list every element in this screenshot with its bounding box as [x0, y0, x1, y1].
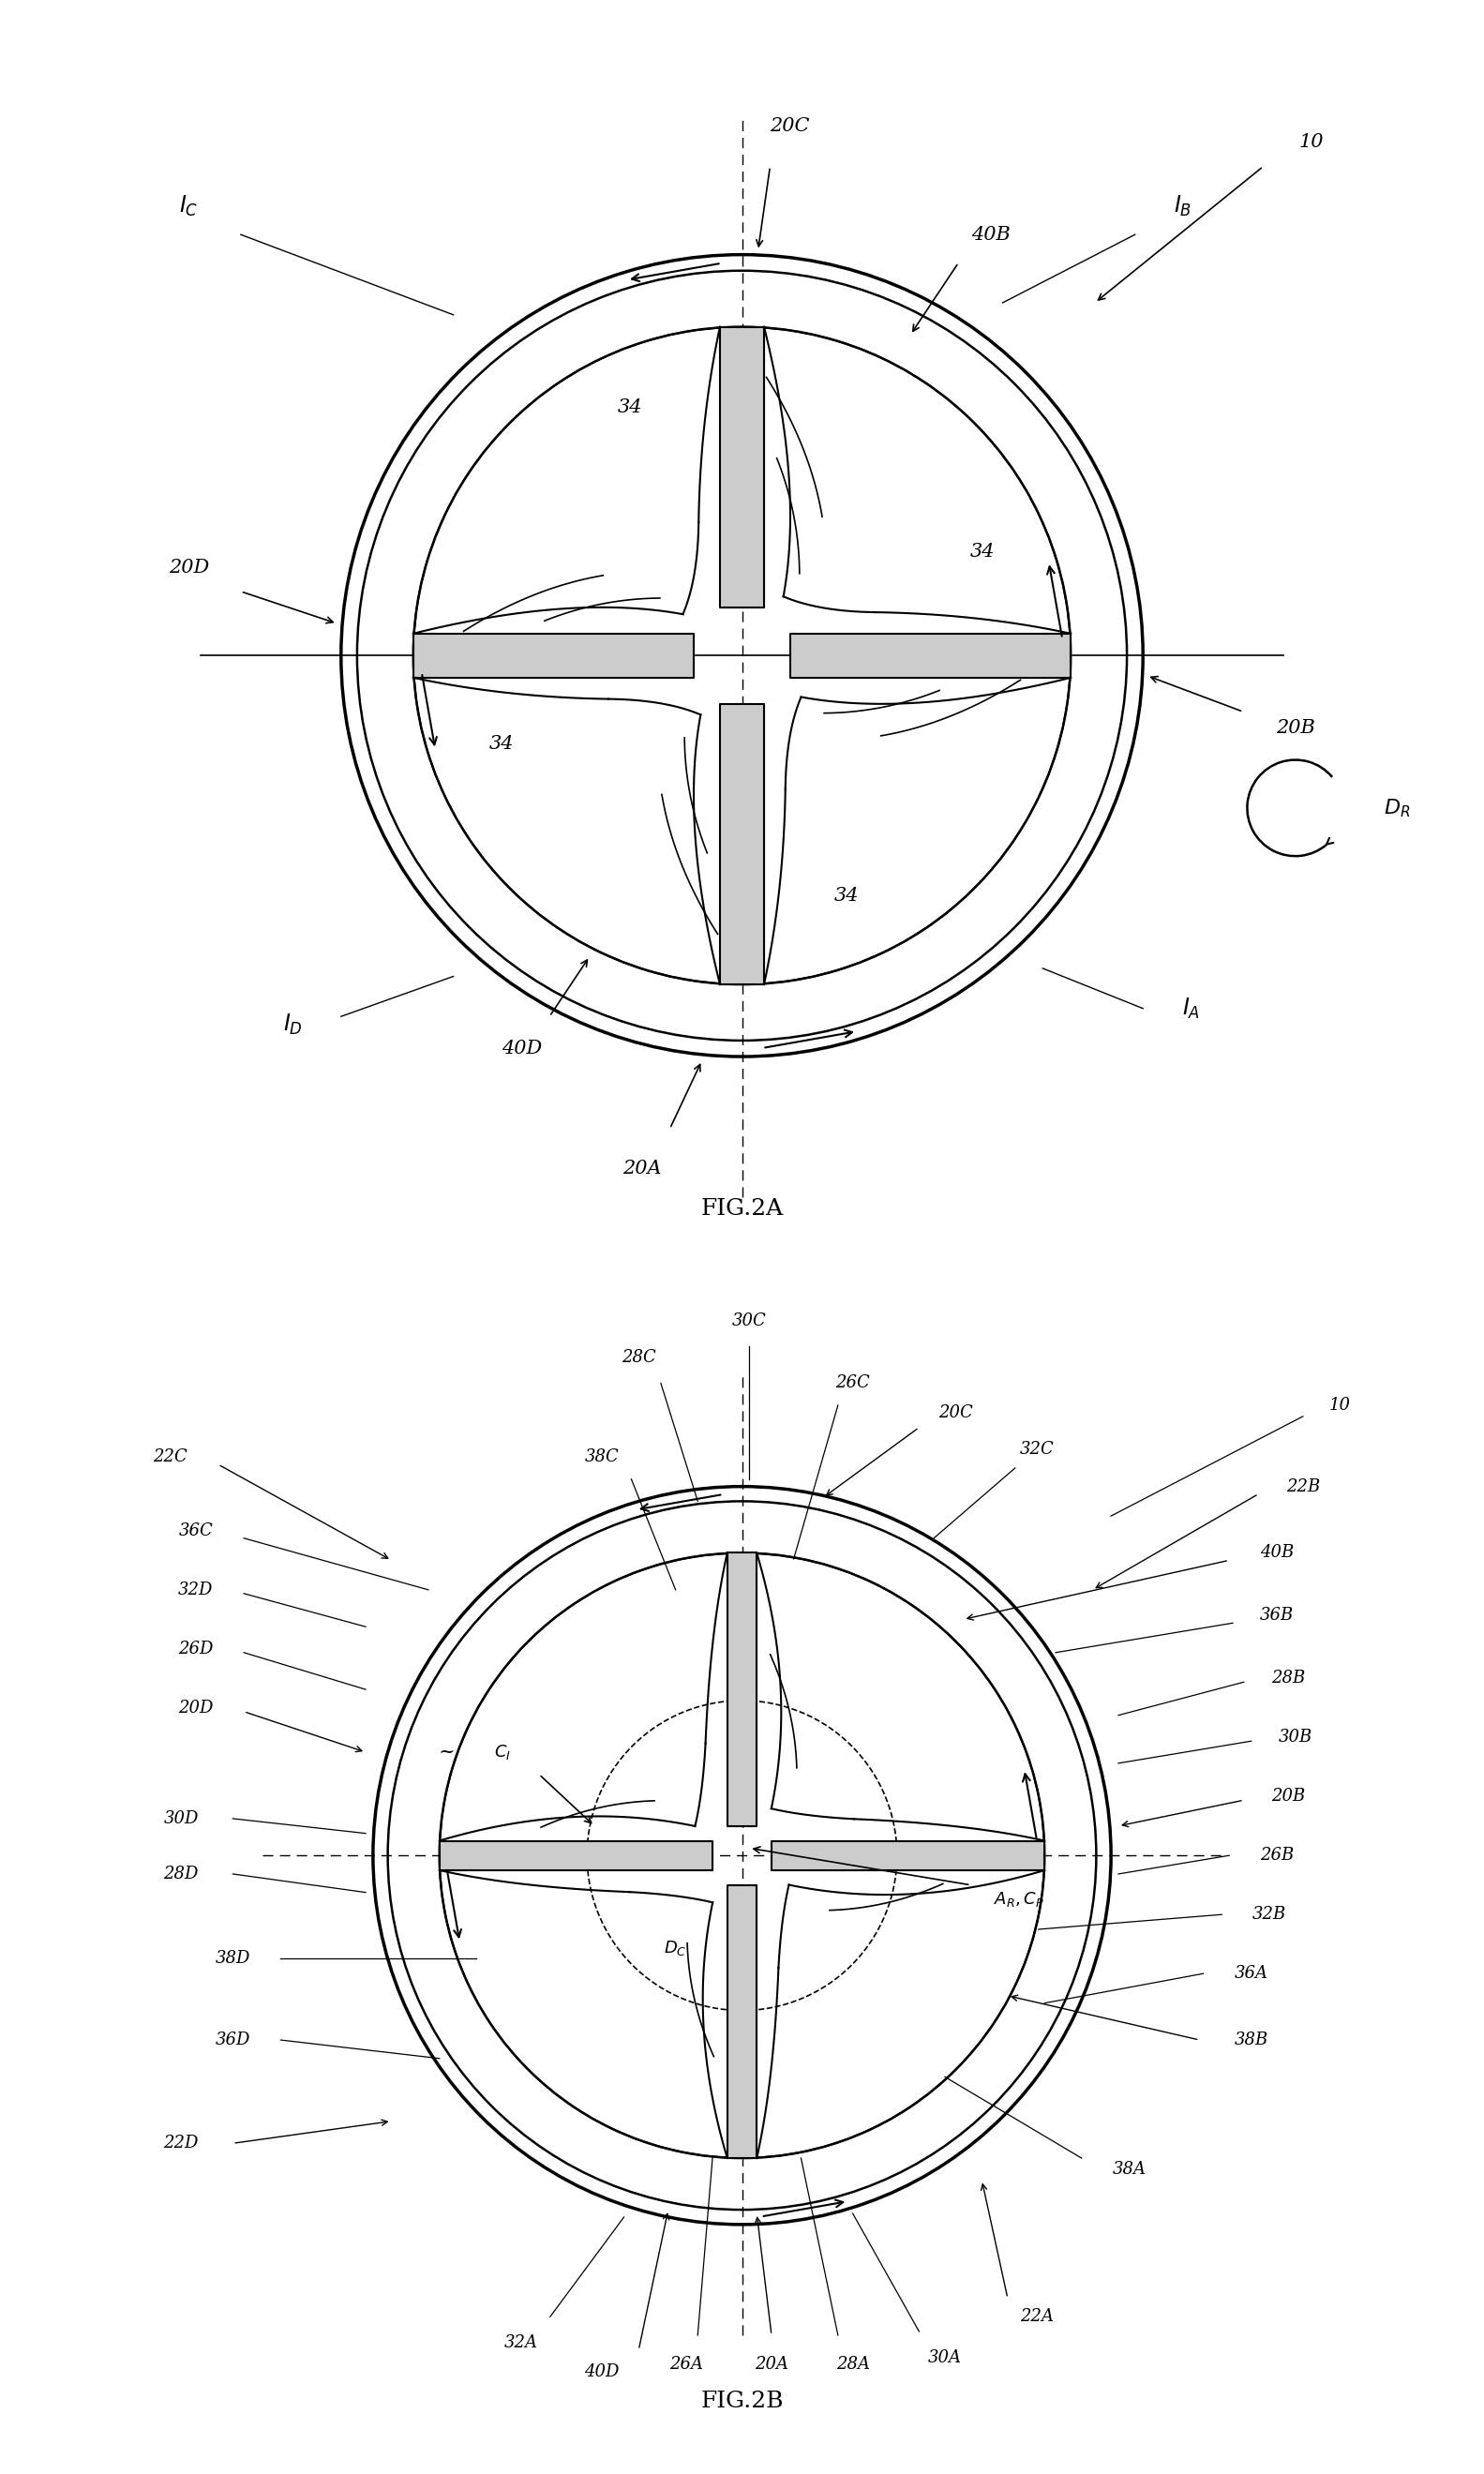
Polygon shape [439, 1841, 712, 1870]
Text: 40B: 40B [971, 225, 1011, 242]
Text: 40D: 40D [585, 2363, 619, 2380]
Text: 36D: 36D [215, 2031, 251, 2048]
Text: 22A: 22A [1021, 2308, 1054, 2326]
Text: 30C: 30C [732, 1311, 767, 1329]
Text: 26B: 26B [1260, 1848, 1294, 1863]
Polygon shape [720, 327, 764, 609]
Text: $I_C$: $I_C$ [180, 195, 199, 218]
Text: 20D: 20D [168, 559, 209, 576]
Text: 40B: 40B [1260, 1544, 1294, 1561]
Text: 22C: 22C [153, 1450, 187, 1465]
Text: 38B: 38B [1235, 2031, 1269, 2048]
Text: $I_D$: $I_D$ [283, 1012, 303, 1037]
Text: 32A: 32A [503, 2333, 537, 2350]
Text: 32D: 32D [178, 1581, 214, 1598]
Text: 28C: 28C [622, 1348, 656, 1366]
Polygon shape [727, 1554, 757, 1826]
Text: 30B: 30B [1279, 1729, 1312, 1747]
Text: ~: ~ [439, 1744, 456, 1761]
Text: 10: 10 [1330, 1398, 1350, 1413]
Text: FIG.2A: FIG.2A [700, 1197, 784, 1220]
Text: 36B: 36B [1260, 1608, 1294, 1623]
Text: 32C: 32C [1020, 1442, 1055, 1457]
Text: FIG.2B: FIG.2B [700, 2390, 784, 2412]
Text: 28A: 28A [835, 2355, 870, 2373]
Text: 40D: 40D [502, 1039, 542, 1056]
Text: 20B: 20B [1276, 720, 1315, 737]
Text: 30D: 30D [163, 1811, 199, 1826]
Text: 30A: 30A [928, 2348, 962, 2365]
Text: 34: 34 [617, 398, 643, 416]
Text: 20A: 20A [622, 1160, 662, 1178]
Text: 20D: 20D [178, 1700, 214, 1717]
Text: 20C: 20C [770, 116, 810, 136]
Text: 38A: 38A [1113, 2160, 1146, 2177]
Polygon shape [789, 633, 1071, 678]
Text: 26A: 26A [669, 2355, 703, 2373]
Text: 26C: 26C [835, 1376, 870, 1390]
Text: 28D: 28D [163, 1865, 199, 1883]
Text: 10: 10 [1298, 134, 1324, 151]
Text: 26D: 26D [178, 1640, 214, 1658]
Text: $D_C$: $D_C$ [663, 1937, 687, 1957]
Polygon shape [727, 1885, 757, 2157]
Text: 22D: 22D [163, 2135, 199, 2152]
Text: $D_R$: $D_R$ [1383, 797, 1410, 819]
Text: 34: 34 [971, 542, 994, 559]
Text: 34: 34 [490, 735, 513, 752]
Text: 20B: 20B [1272, 1789, 1304, 1806]
Text: 20A: 20A [755, 2355, 788, 2373]
Polygon shape [772, 1841, 1045, 1870]
Text: 20C: 20C [939, 1405, 974, 1420]
Text: 38D: 38D [215, 1950, 251, 1967]
Polygon shape [720, 703, 764, 985]
Text: $C_I$: $C_I$ [494, 1742, 510, 1761]
Text: 36A: 36A [1235, 1964, 1269, 1982]
Text: 34: 34 [834, 888, 859, 905]
Text: $A_R, C_P$: $A_R, C_P$ [993, 1890, 1045, 1910]
Text: 22B: 22B [1285, 1477, 1319, 1494]
Text: 36C: 36C [178, 1522, 214, 1539]
Text: $I_B$: $I_B$ [1174, 195, 1192, 218]
Text: $I_A$: $I_A$ [1183, 997, 1201, 1022]
Polygon shape [413, 633, 695, 678]
Text: 32B: 32B [1252, 1905, 1287, 1922]
Text: 28B: 28B [1272, 1670, 1304, 1687]
Text: 38C: 38C [585, 1450, 619, 1465]
